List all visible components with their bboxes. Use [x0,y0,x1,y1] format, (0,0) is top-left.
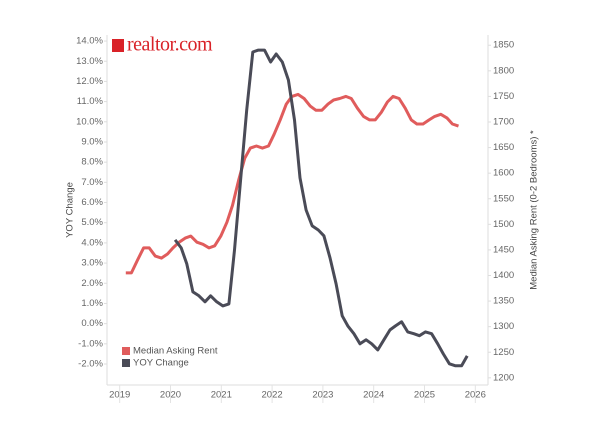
y2-axis-label: Median Asking Rent (0-2 Bedrooms) * [529,130,540,290]
y-tick-label: 6.0% [81,197,103,208]
y-tick-label: 0.0% [81,318,103,329]
legend-swatch [122,359,130,367]
y-tick-label: 12.0% [76,76,103,87]
series-line [173,48,469,368]
y2-tick-label: 1300 [493,321,514,332]
y-tick-label: 14.0% [76,36,103,47]
legend-label: YOY Change [133,358,189,369]
y-tick-label: 13.0% [76,56,103,67]
y2-tick-label: 1550 [493,193,514,204]
y2-tick-label: 1400 [493,270,514,281]
y-tick-label: 5.0% [81,217,103,228]
y2-tick-label: 1750 [493,91,514,102]
y2-tick-label: 1650 [493,142,514,153]
y2-tick-label: 1850 [493,40,514,51]
y2-tick-label: 1500 [493,219,514,230]
y2-tick-label: 1700 [493,117,514,128]
y2-tick-label: 1800 [493,65,514,76]
y2-tick-label: 1250 [493,347,514,358]
y-axis-label: YOY Change [65,182,76,238]
logo: realtor.com [127,34,213,56]
y-tick-label: 1.0% [81,298,103,309]
y-tick-label: 10.0% [76,116,103,127]
legend-swatch [122,347,130,355]
y-tick-label: -2.0% [78,359,103,370]
y-tick-label: 8.0% [81,157,103,168]
y-tick-label: -1.0% [78,338,103,349]
y-tick-label: 11.0% [77,96,104,107]
series-line [125,92,459,275]
y2-tick-label: 1600 [493,168,514,179]
y2-tick-label: 1350 [493,296,514,307]
logo-icon [112,39,124,52]
legend-label: Median Asking Rent [133,346,218,357]
y2-tick-label: 1450 [493,244,514,255]
y2-tick-label: 1200 [493,372,514,383]
y-tick-label: 9.0% [81,136,103,147]
y-tick-label: 3.0% [81,258,103,269]
y-tick-label: 2.0% [81,278,103,289]
y-tick-label: 4.0% [81,237,103,248]
y-tick-label: 7.0% [81,177,103,188]
